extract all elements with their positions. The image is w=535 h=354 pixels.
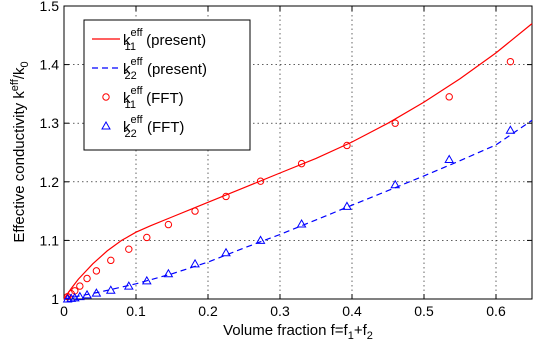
series-line-0 <box>63 23 533 300</box>
x-tick-label: 0 <box>60 303 68 319</box>
legend: keff 11 (present) keff 22 (present) keff 11… <box>83 19 251 151</box>
legend-marker-k22-fft <box>101 120 111 130</box>
x-tick-label: 0.1 <box>126 303 146 319</box>
data-point-triangle <box>444 154 455 164</box>
data-point-circle <box>391 119 399 127</box>
data-point-triangle <box>123 281 134 290</box>
data-series <box>62 23 533 303</box>
data-point-triangle <box>296 218 307 228</box>
y-tick-label: 1.2 <box>40 174 60 190</box>
y-axis-label: Effective conductivity keff/k0 <box>9 61 31 242</box>
data-point-circle <box>256 177 265 185</box>
data-point-circle <box>297 159 306 168</box>
data-point-triangle <box>390 179 401 189</box>
data-point-circle <box>222 192 230 201</box>
data-point-circle <box>125 245 133 253</box>
data-point-circle <box>107 256 115 265</box>
data-point-triangle <box>66 293 77 302</box>
legend-label-k22-present: keff 22 (present) <box>123 56 207 82</box>
y-tick-label: 1.4 <box>40 57 60 73</box>
data-point-triangle <box>342 201 352 210</box>
data-point-triangle <box>141 275 152 285</box>
y-tick-label: 1.5 <box>40 0 60 14</box>
legend-marker-k11-fft <box>102 93 110 101</box>
x-tick-label: 0.6 <box>486 303 506 319</box>
data-point-triangle <box>82 289 92 299</box>
data-point-triangle <box>91 288 102 297</box>
data-point-triangle <box>190 258 200 268</box>
axis-ticks: 0 0.1 0.2 0.3 0.4 0.5 0.6 1 1.1 1.2 1.3 1.4 1.5 <box>40 0 532 319</box>
y-tick-label: 1 <box>51 291 59 307</box>
legend-box <box>83 19 251 151</box>
data-point-circle <box>83 274 91 283</box>
data-point-circle <box>343 141 351 150</box>
data-point-circle <box>506 57 515 66</box>
x-tick-label: 0.3 <box>270 303 290 319</box>
legend-label-k11-present: keff 11 (present) <box>123 27 206 53</box>
data-point-triangle <box>62 293 73 303</box>
data-point-triangle <box>163 268 174 278</box>
data-point-circle <box>92 267 101 275</box>
y-tick-label: 1.1 <box>40 232 60 248</box>
y-tick-label: 1.3 <box>40 115 60 131</box>
data-point-triangle <box>74 291 85 301</box>
data-point-circle <box>76 282 84 290</box>
data-point-triangle <box>221 247 231 257</box>
data-point-triangle <box>505 125 516 134</box>
data-point-triangle <box>105 285 116 294</box>
data-point-triangle <box>255 235 266 244</box>
data-point-circle <box>143 233 151 242</box>
x-tick-label: 0.4 <box>342 303 362 319</box>
data-point-circle <box>445 93 453 101</box>
legend-label-k22-fft: keff 22 (FFT) <box>123 114 184 140</box>
x-axis-label: Volume fraction f=f1+f2 <box>223 322 373 342</box>
x-tick-label: 0.2 <box>198 303 218 319</box>
plot-area-frame <box>63 5 533 300</box>
data-point-circle <box>191 207 199 215</box>
data-point-circle <box>164 220 173 229</box>
x-tick-label: 0.5 <box>414 303 434 319</box>
legend-label-k11-fft: keff 11 (FFT) <box>123 85 184 111</box>
